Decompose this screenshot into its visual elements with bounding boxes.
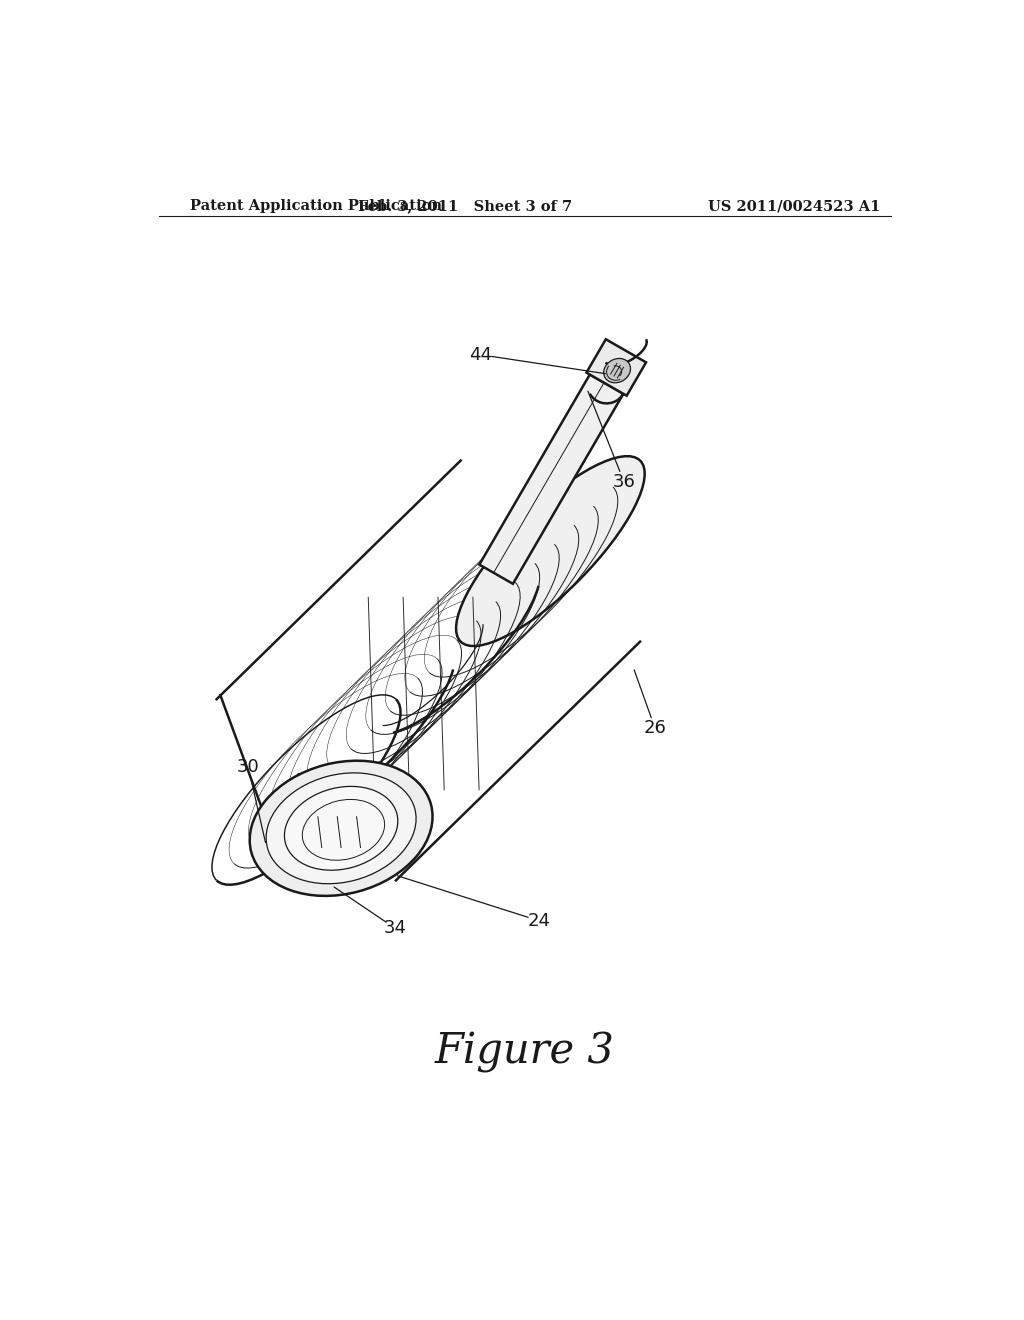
Ellipse shape: [604, 359, 631, 383]
Text: Feb. 3, 2011   Sheet 3 of 7: Feb. 3, 2011 Sheet 3 of 7: [358, 199, 572, 213]
Polygon shape: [479, 375, 624, 583]
Text: Patent Application Publication: Patent Application Publication: [190, 199, 442, 213]
Text: US 2011/0024523 A1: US 2011/0024523 A1: [709, 199, 881, 213]
Text: 24: 24: [527, 912, 550, 929]
Polygon shape: [587, 339, 646, 396]
Text: 44: 44: [469, 346, 493, 364]
Text: 30: 30: [237, 758, 259, 776]
Text: Figure 3: Figure 3: [435, 1031, 614, 1073]
Text: 26: 26: [643, 719, 667, 737]
Text: 36: 36: [612, 473, 636, 491]
Text: 34: 34: [384, 920, 407, 937]
Ellipse shape: [285, 787, 397, 870]
Ellipse shape: [266, 774, 416, 883]
Ellipse shape: [250, 760, 432, 896]
Ellipse shape: [456, 457, 645, 645]
